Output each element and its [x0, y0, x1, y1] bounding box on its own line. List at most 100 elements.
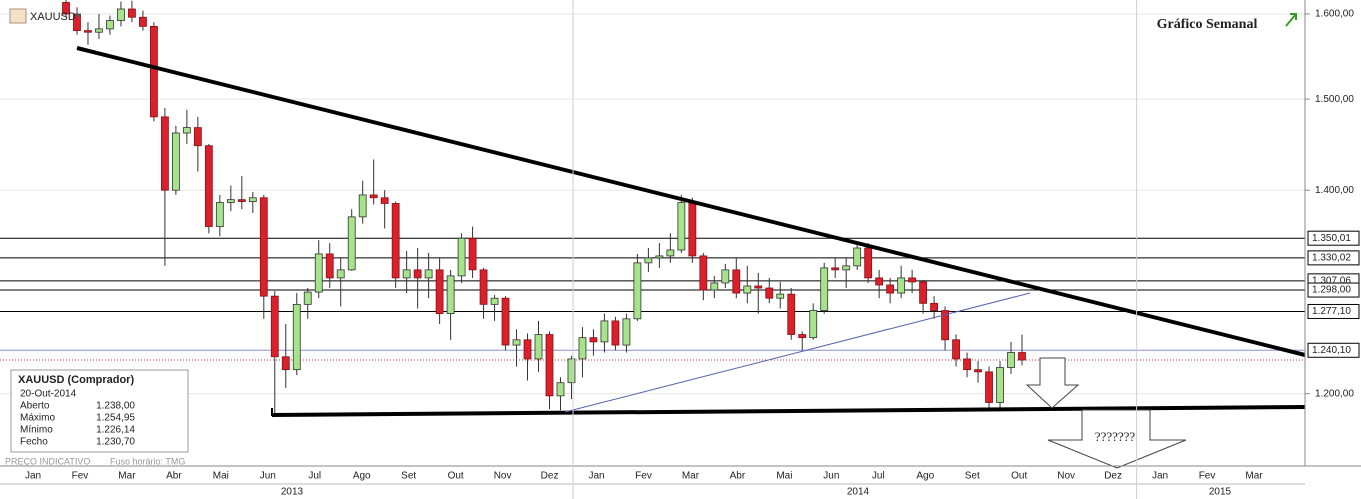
month-label: Set [401, 471, 416, 482]
candle-body [193, 127, 202, 147]
candle-body [721, 269, 730, 284]
grid: 1.200,00 1.400,00 1.500,00 1.600,00 [0, 9, 1354, 399]
candle-body [139, 16, 147, 27]
info-frame [10, 369, 189, 453]
candle-body [985, 371, 993, 403]
month-label: Jan [1152, 471, 1168, 482]
info-key: Aberto [20, 401, 50, 412]
candle-body [128, 8, 136, 18]
candle-body [1018, 352, 1026, 361]
candle-body [457, 237, 466, 277]
candle-body [117, 8, 125, 21]
candle-body [556, 382, 565, 397]
candles [62, 0, 1026, 416]
candle-body [369, 194, 378, 199]
candle-body [95, 28, 103, 33]
candle-body [402, 269, 411, 279]
month-label: Jan [25, 471, 41, 482]
month-label: Nov [494, 471, 512, 482]
chart-title: Gráfico Semanal [1157, 17, 1258, 32]
dropdown[interactable] [75, 14, 81, 18]
y-tick-label: 1.200,00 [1315, 388, 1354, 399]
candle-body [314, 253, 323, 293]
candle-body [622, 318, 631, 346]
info-key: Mínimo [20, 425, 53, 436]
candle-body [666, 249, 675, 257]
month-label: Out [448, 471, 464, 482]
icon [1285, 13, 1297, 27]
candle-body [776, 293, 785, 299]
candle-body [952, 339, 960, 360]
y-tick-label: 1.500,00 [1315, 94, 1354, 105]
candle-body [809, 310, 818, 339]
month-label: Mai [213, 471, 229, 482]
levels: 1.350,01 1.330,02 1.307,061.298,00 1.277,10… [0, 230, 1360, 361]
candle-body [523, 339, 532, 360]
info-title: XAUUSD (Comprador) [18, 374, 134, 386]
month-label: Mar [118, 471, 136, 482]
candle-body [710, 282, 719, 291]
info-box: XAUUSD (Comprador) 20-Out-2014 Aberto 1.2… [10, 369, 189, 453]
month-label: Fev [72, 471, 89, 482]
candle-body [589, 337, 598, 343]
candle-body [468, 237, 477, 271]
candle-body [259, 197, 268, 297]
candle-body [106, 20, 114, 30]
info-value: 1.226,14 [96, 425, 135, 436]
candle-body [534, 334, 543, 360]
candle-body [831, 267, 840, 271]
info-value: 1.238,00 [96, 401, 135, 412]
month-label: Nov [1057, 471, 1075, 482]
candle-body [974, 369, 982, 373]
resistance-line [76, 46, 1306, 357]
month-label: Jul [308, 471, 321, 482]
month-label: Jun [260, 471, 276, 482]
month-label: Abr [166, 471, 182, 482]
month-label: Mar [682, 471, 700, 482]
month-label: Jun [823, 471, 839, 482]
candle-body [490, 297, 499, 305]
year-label: 2014 [847, 487, 870, 498]
candle-body [743, 285, 752, 294]
month-label: Fev [1199, 471, 1216, 482]
candle-body [336, 269, 345, 279]
candle-body [358, 194, 367, 218]
x-axis-labels: Jan Fev Mar Abr Mai Jun Jul Ago Set Out Nov Dez Jan F… [25, 0, 1263, 499]
info-date: 20-Out-2014 [20, 389, 77, 400]
candle-body [424, 269, 433, 279]
candle-body [754, 285, 763, 289]
candle-body [347, 216, 356, 271]
candle-body [732, 269, 741, 294]
symbol: XAUUSD [30, 11, 76, 23]
candle-body [644, 257, 653, 264]
down-arrow [1025, 357, 1080, 409]
month-label: Jan [588, 471, 604, 482]
candle-body [1007, 352, 1015, 368]
candle-body [160, 116, 169, 191]
candle-body [84, 30, 92, 33]
candle-body [908, 277, 917, 283]
candle-body [545, 334, 554, 397]
candle-body [204, 145, 213, 227]
level-label-box [1307, 250, 1360, 266]
year-label: 2015 [1209, 487, 1232, 498]
month-label: Out [1011, 471, 1027, 482]
candle-body [380, 197, 389, 204]
candle-body [611, 320, 620, 346]
level-label-box [1307, 342, 1360, 358]
trendlines [76, 46, 1306, 469]
candle-body [435, 269, 444, 315]
level-label: 1.330,02 [1312, 253, 1351, 264]
year-label: 2013 [281, 487, 304, 498]
info-key: Fecho [20, 437, 48, 448]
month-label: Dez [541, 471, 559, 482]
candle-body [182, 127, 191, 134]
candle-body [237, 199, 246, 202]
month-label: Abr [730, 471, 746, 482]
candle-body [600, 320, 609, 343]
candle-body [787, 293, 796, 335]
month-label: Mar [1245, 471, 1263, 482]
candle-body [391, 203, 400, 279]
candle-body [930, 302, 938, 311]
